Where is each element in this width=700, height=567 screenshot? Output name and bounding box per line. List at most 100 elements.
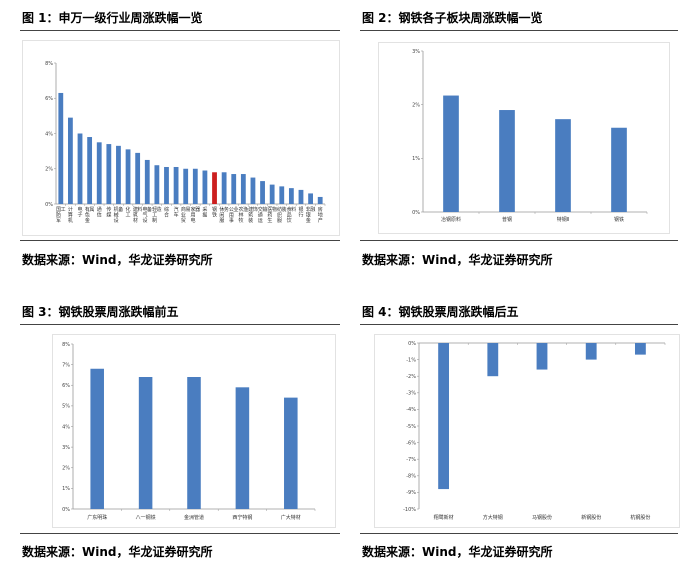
x-category-label-char: 铁	[212, 212, 217, 219]
x-category-label-char: 生	[267, 217, 272, 224]
x-category-label-char: 掘	[202, 212, 207, 219]
x-category-label-char: 务	[224, 206, 229, 213]
bar	[240, 174, 246, 204]
bar	[183, 168, 189, 204]
y-tick-label: -3%	[406, 391, 416, 397]
y-tick-label: 0%	[412, 210, 420, 216]
x-category-label-char: 合	[164, 212, 169, 219]
y-tick-label: 2%	[45, 167, 53, 173]
x-category-label-char: 筑	[133, 212, 138, 219]
x-category-label-char: 纺	[277, 206, 282, 213]
x-category-label-char: 化	[126, 206, 131, 213]
chart-1: 0%2%4%6%8%国防军工国防军工计算机计算机电子电子有色金属有色金属通信通信…	[45, 61, 326, 224]
panel-3-bottom-rule	[20, 533, 340, 534]
bar	[187, 377, 201, 509]
x-category-label-char: 电	[142, 206, 147, 213]
x-category-label-char: 电	[190, 217, 195, 224]
x-category-label-char: 综	[164, 206, 169, 213]
x-category-label-char: 银	[298, 206, 303, 213]
x-category-label-char: 电	[78, 206, 83, 213]
x-category-label-char: 服	[219, 218, 224, 224]
chart-2: 0% 1% 2% 3% 冶钢原料 普钢 特钢Ⅱ 钢铁	[412, 49, 648, 223]
bar	[231, 174, 237, 204]
x-category-label-char: 用	[190, 213, 195, 219]
x-category-label-char: 公	[229, 207, 234, 213]
bar	[135, 152, 141, 204]
x-category-label-char: 工	[61, 207, 66, 213]
y-tick-label: 4%	[62, 424, 70, 430]
x-category-label: 广东明珠	[87, 514, 107, 521]
panel-2-title: 图 2：钢铁各子板块周涨跌幅一览	[362, 11, 543, 25]
y-tick-label: 0%	[45, 202, 53, 208]
x-category-label-char: 器	[195, 207, 200, 213]
bar	[536, 343, 548, 370]
panel-3-title: 图 3：钢铁股票周涨跌幅前五	[22, 305, 179, 319]
bar	[138, 377, 153, 509]
panel-2-source: 数据来源：Wind，华龙证券研究所	[362, 253, 553, 267]
x-category-label-char: 机	[114, 206, 119, 213]
panel-1-title: 图 1：申万一级行业周涨跌幅一览	[22, 11, 203, 25]
bar	[634, 343, 646, 355]
panel-1-title-rule	[20, 30, 340, 31]
x-category-label-char: 设	[142, 217, 147, 224]
x-category-label-char: 服	[277, 218, 282, 224]
y-tick-label: -2%	[406, 374, 416, 380]
bar	[611, 127, 627, 212]
x-category-label-char: 物	[272, 206, 277, 213]
x-category-label-char: 备	[118, 206, 123, 213]
chart-3: 0% 1% 2% 3% 4% 5% 6% 7% 8% 广东明珠 八一钢铁 金洲管道 西宁特钢 广大特材	[62, 342, 316, 521]
x-category-label-char: 事	[229, 217, 234, 224]
x-category-label-char: 业	[234, 206, 239, 213]
x-category-label-char: 家	[190, 206, 195, 213]
x-category-label: 金洲管道	[184, 514, 204, 521]
x-category-label-char: 金	[306, 217, 311, 224]
panel-4-title-rule	[360, 324, 678, 325]
bar	[68, 117, 73, 204]
x-category-label-char: 食	[287, 206, 292, 213]
x-category-label-char: 钢	[212, 206, 217, 213]
x-category-label-char: 装	[282, 206, 287, 213]
y-tick-label: 7%	[62, 362, 70, 368]
x-category-label-char: 建	[248, 206, 253, 213]
x-category-label: 普钢	[502, 216, 512, 223]
x-category-label-char: 织	[277, 212, 282, 219]
x-category-label-char: 贸	[181, 217, 186, 224]
bar	[298, 189, 304, 204]
x-category-label-char: 造	[157, 206, 162, 213]
x-category-label-char: 色	[85, 212, 90, 219]
x-category-label: 广大特材	[281, 514, 301, 521]
y-tick-label: -8%	[406, 474, 416, 480]
y-tick-label: 2%	[412, 102, 420, 108]
panel-2-title-rule	[360, 30, 678, 31]
x-category-label-char: 械	[114, 212, 119, 219]
bar	[87, 137, 93, 204]
x-category-label-char: 渔	[243, 206, 248, 213]
bar	[164, 166, 169, 204]
bar	[173, 166, 179, 204]
bar	[77, 133, 83, 204]
x-category-label: 新钢股份	[581, 514, 601, 521]
x-category-label-char: 料	[291, 206, 296, 213]
panel-4-bottom-rule	[360, 533, 678, 534]
x-category-label-char: 制	[152, 217, 157, 224]
x-category-label: 翔鹭新材	[434, 514, 454, 521]
x-category-label-char: 非	[306, 206, 311, 213]
y-tick-label: 8%	[45, 61, 53, 67]
x-category-label-char: 融	[310, 206, 315, 213]
x-category-label-char: 运	[258, 217, 263, 224]
bar	[317, 196, 323, 204]
bar	[260, 181, 265, 204]
x-category-label-char: 牧	[239, 217, 244, 224]
x-category-label-char: 工	[126, 213, 131, 219]
x-category-label-char: 金	[85, 217, 90, 224]
y-tick-label: -5%	[406, 424, 416, 430]
x-category-label-char: 饮	[287, 217, 292, 224]
bar	[106, 144, 112, 204]
y-tick-label: -1%	[406, 357, 416, 363]
x-category-label-char: 林	[239, 212, 244, 219]
y-tick-label: 6%	[62, 383, 70, 389]
x-category-label-char: 商	[181, 206, 186, 213]
x-category-label-char: 通	[258, 212, 263, 219]
bar	[212, 172, 217, 204]
y-tick-label: 1%	[62, 486, 70, 492]
